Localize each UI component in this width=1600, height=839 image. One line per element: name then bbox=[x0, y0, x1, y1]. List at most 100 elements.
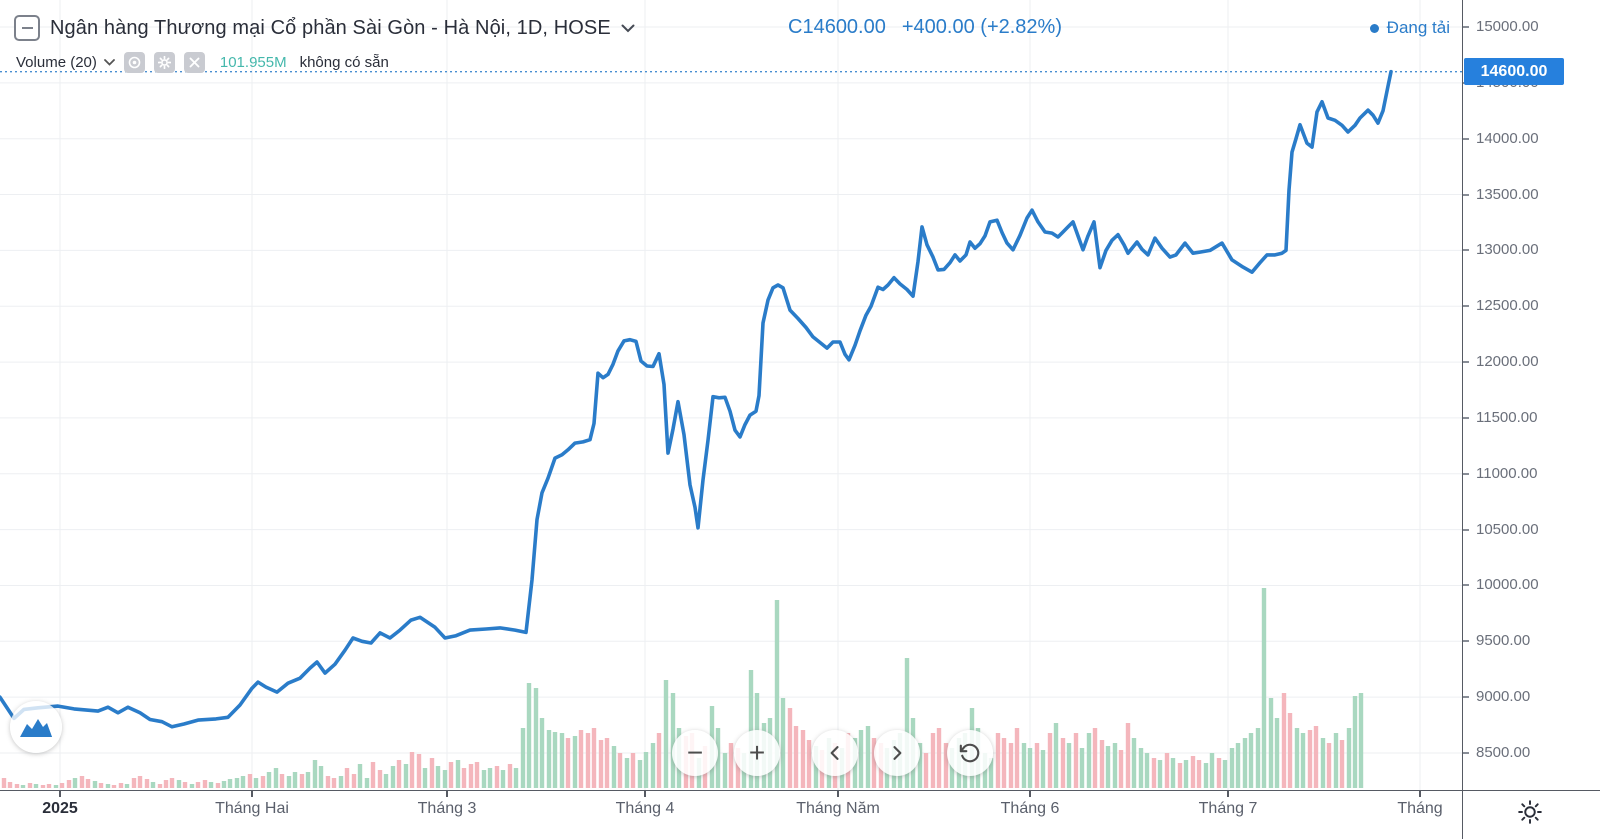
chevron-down-icon[interactable] bbox=[103, 58, 115, 66]
price-tick-mark bbox=[1463, 305, 1469, 308]
volume-bar bbox=[357, 764, 363, 788]
volume-bar bbox=[1053, 723, 1059, 788]
time-tick-label: Tháng bbox=[1397, 800, 1443, 817]
volume-bar bbox=[1157, 760, 1163, 788]
volume-bar bbox=[318, 766, 324, 788]
volume-bar bbox=[79, 776, 85, 788]
volume-bar bbox=[1118, 750, 1124, 788]
time-axis[interactable]: 2025 Tháng Hai Tháng 3 Tháng 4 Tháng Năm Thán… bbox=[0, 790, 1600, 839]
volume-bar bbox=[286, 776, 292, 788]
volume-bar bbox=[279, 774, 285, 788]
price-tick-mark bbox=[1463, 137, 1469, 140]
volume-bar bbox=[1261, 588, 1267, 788]
volume-bar bbox=[1092, 728, 1098, 788]
price-tick-label: 9000.00 bbox=[1476, 688, 1531, 706]
price-tick-label: 13000.00 bbox=[1476, 241, 1539, 259]
volume-bar bbox=[131, 778, 137, 788]
price-tick-label: 15000.00 bbox=[1476, 18, 1539, 35]
volume-bar bbox=[98, 783, 104, 788]
price-tick-mark bbox=[1463, 361, 1469, 364]
volume-legend-label[interactable]: Volume (20) bbox=[16, 53, 97, 71]
volume-bar bbox=[461, 768, 467, 788]
volume-bar bbox=[1001, 738, 1007, 788]
time-tick-label: Tháng 7 bbox=[1198, 800, 1258, 817]
symbol-title[interactable]: Ngân hàng Thương mại Cổ phần Sài Gòn - H… bbox=[50, 16, 611, 39]
loading-dot-icon bbox=[1369, 23, 1379, 33]
volume-bar bbox=[513, 768, 519, 788]
volume-bar bbox=[1086, 733, 1092, 788]
volume-bar bbox=[1066, 743, 1072, 788]
volume-bar bbox=[1073, 733, 1079, 788]
price-tick-label: 13500.00 bbox=[1476, 185, 1539, 203]
settings-icon[interactable] bbox=[153, 51, 175, 73]
chevron-left-icon bbox=[830, 746, 839, 760]
volume-bar bbox=[494, 766, 500, 788]
chevron-right-icon bbox=[893, 746, 902, 760]
volume-bar bbox=[871, 738, 877, 788]
reset-view-button[interactable] bbox=[947, 730, 993, 776]
volume-bar bbox=[1358, 693, 1364, 788]
scroll-left-button[interactable] bbox=[812, 730, 858, 776]
volume-value: 101.955M bbox=[219, 53, 287, 71]
volume-bar bbox=[92, 781, 98, 788]
volume-bar bbox=[1222, 760, 1228, 788]
price-tick-mark bbox=[1463, 416, 1469, 419]
zoom-out-icon: − bbox=[686, 737, 704, 768]
volume-bar bbox=[663, 680, 669, 788]
volume-bar bbox=[800, 730, 806, 788]
volume-bar bbox=[1170, 758, 1176, 788]
loading-label: Đang tải bbox=[1386, 18, 1450, 37]
volume-bar bbox=[1034, 743, 1040, 788]
volume-bar bbox=[338, 776, 344, 788]
volume-bar bbox=[240, 776, 246, 788]
volume-bar bbox=[176, 780, 182, 788]
volume-bar bbox=[526, 683, 532, 788]
volume-bar bbox=[643, 752, 649, 788]
volume-bar bbox=[1183, 760, 1189, 788]
volume-bar bbox=[377, 770, 383, 788]
volume-bar bbox=[1274, 718, 1280, 788]
time-tick-label: Tháng Năm bbox=[796, 800, 880, 817]
volume-bar bbox=[722, 753, 728, 788]
volume-bar bbox=[1235, 743, 1241, 788]
volume-bar bbox=[1209, 753, 1215, 788]
time-tick-mark bbox=[1029, 791, 1031, 797]
chart-style-button[interactable] bbox=[10, 701, 62, 753]
time-tick-label: Tháng Hai bbox=[215, 800, 289, 817]
volume-bar bbox=[14, 784, 20, 788]
chart-header: Ngân hàng Thương mại Cổ phần Sài Gòn - H… bbox=[14, 12, 635, 44]
zoom-in-button[interactable]: + bbox=[734, 730, 780, 776]
volume-bar bbox=[422, 768, 428, 788]
time-tick-mark bbox=[644, 791, 646, 797]
volume-bar bbox=[370, 762, 376, 788]
scroll-right-button[interactable] bbox=[874, 730, 920, 776]
volume-bar bbox=[72, 778, 78, 788]
price-tick-mark bbox=[1463, 584, 1469, 587]
volume-bar bbox=[1326, 743, 1332, 788]
legend-collapse-button[interactable] bbox=[14, 15, 40, 41]
visibility-icon[interactable] bbox=[123, 51, 145, 73]
volume-bar bbox=[7, 782, 13, 788]
volume-bar bbox=[157, 784, 163, 788]
price-axis[interactable]: 14600.00 15000.0014500.0014000.0013500.0… bbox=[1462, 0, 1600, 790]
price-tick-label: 8500.00 bbox=[1476, 744, 1531, 761]
theme-toggle-button[interactable] bbox=[1508, 790, 1552, 834]
volume-bar bbox=[1248, 733, 1254, 788]
volume-bar bbox=[390, 766, 396, 788]
chevron-down-icon[interactable] bbox=[621, 24, 635, 33]
time-tick-mark bbox=[1419, 791, 1421, 797]
volume-bar bbox=[85, 779, 91, 788]
time-tick-label: Tháng 4 bbox=[615, 800, 675, 817]
volume-bar bbox=[137, 776, 143, 788]
price-tick-mark bbox=[1463, 472, 1469, 475]
close-icon[interactable] bbox=[183, 51, 205, 73]
price-tick-mark bbox=[1463, 696, 1469, 699]
volume-bar bbox=[124, 784, 130, 788]
volume-bar bbox=[351, 774, 357, 788]
time-tick-mark bbox=[251, 791, 253, 797]
zoom-out-button[interactable]: − bbox=[672, 730, 718, 776]
volume-bar bbox=[33, 784, 39, 788]
volume-bar bbox=[144, 779, 150, 788]
price-tick-mark bbox=[1463, 193, 1469, 196]
